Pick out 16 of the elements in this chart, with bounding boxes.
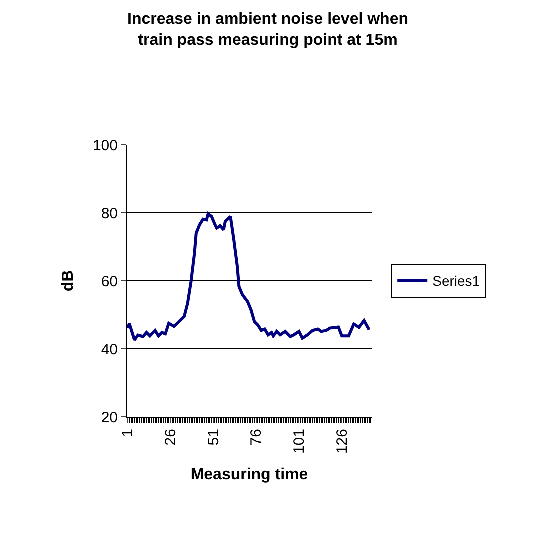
x-tick-label: 76: [248, 429, 266, 446]
y-tick-label: 20: [101, 409, 118, 426]
x-tick-label: 126: [334, 429, 351, 454]
x-axis-title: Measuring time: [190, 466, 308, 484]
y-tick-label: 100: [92, 137, 118, 154]
line-series: [127, 212, 371, 342]
y-tick-label: 60: [101, 273, 118, 290]
legend-label: Series1: [432, 273, 480, 290]
chart-title: Increase in ambient noise level when train pass measuring point at 15m: [128, 11, 408, 49]
x-tick-label: 51: [205, 429, 222, 446]
x-tick-label: 26: [162, 429, 180, 446]
x-tick-label: 1: [120, 429, 137, 438]
y-axis-title: dB: [60, 270, 77, 292]
y-tick-label: 40: [101, 341, 118, 358]
y-tick-label: 80: [101, 205, 118, 222]
x-tick-label: 101: [291, 429, 308, 454]
